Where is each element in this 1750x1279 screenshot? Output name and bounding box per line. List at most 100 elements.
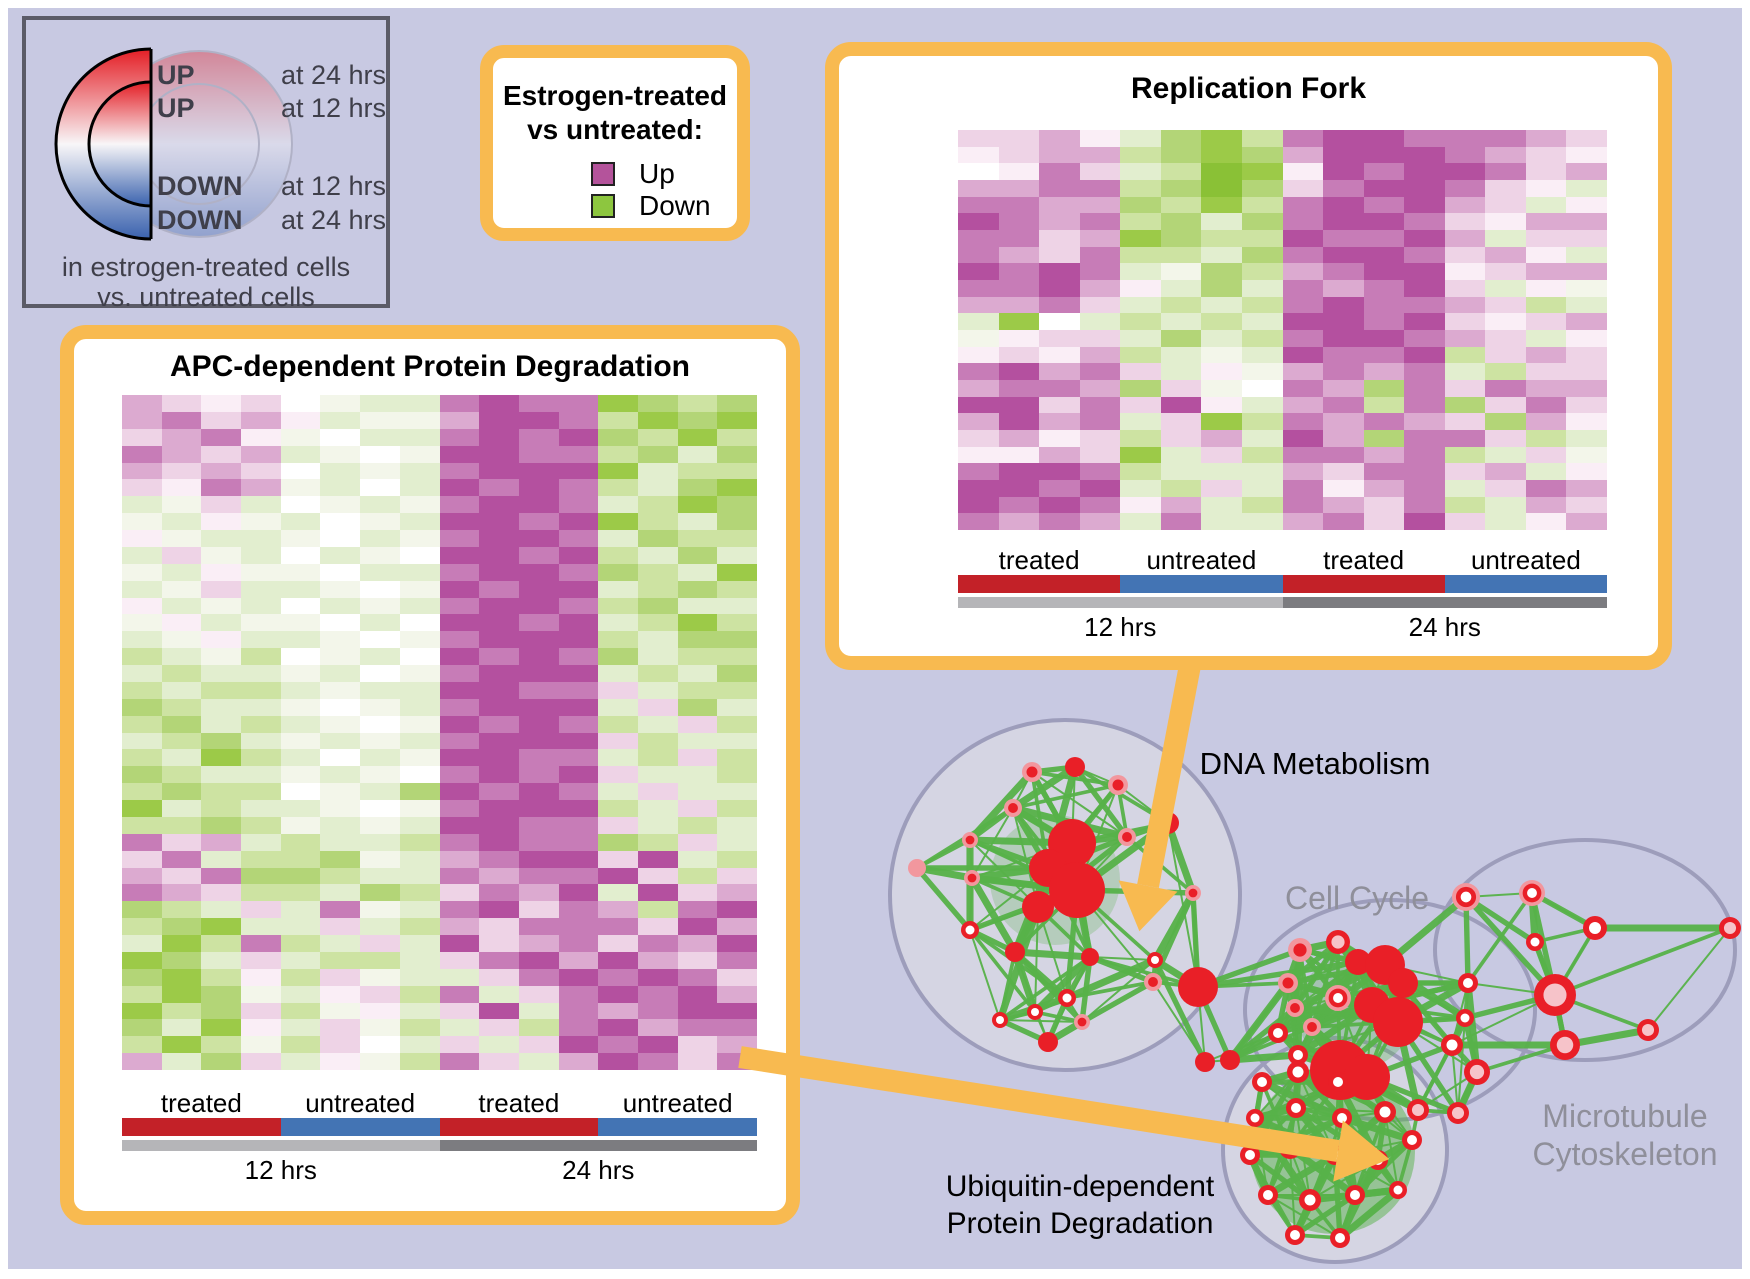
heatmap-cell xyxy=(360,800,400,817)
heatmap-cell xyxy=(677,816,718,834)
heatmap-cell xyxy=(558,884,599,902)
heatmap-cell xyxy=(201,614,242,632)
heatmap-cell xyxy=(637,411,678,429)
heatmap-cell xyxy=(637,783,678,800)
heatmap-cell xyxy=(122,513,162,530)
heatmap-cell xyxy=(439,816,480,834)
heatmap-cell xyxy=(1404,396,1445,414)
heatmap-cell xyxy=(1160,429,1202,447)
ring-legend-footer-2: vs. untreated cells xyxy=(97,282,315,312)
condition-label: treated xyxy=(1323,545,1405,575)
heatmap-cell xyxy=(161,665,202,682)
heatmap-cell xyxy=(479,766,519,784)
heatmap-cell xyxy=(1323,479,1364,497)
heatmap-cell xyxy=(201,681,242,699)
heatmap-cell xyxy=(1079,130,1121,147)
heatmap-cell xyxy=(1566,413,1607,430)
heatmap-cell xyxy=(161,513,202,530)
heatmap-cell xyxy=(479,530,519,547)
heatmap-cell xyxy=(241,749,281,767)
heatmap-cell xyxy=(1120,279,1161,297)
heatmap-cell xyxy=(122,648,162,665)
heatmap-cell xyxy=(598,1036,638,1054)
heatmap-cell xyxy=(1241,463,1283,480)
heatmap-cell xyxy=(598,648,638,665)
heatmap-cell xyxy=(1444,296,1486,314)
heatmap-cell xyxy=(958,363,999,380)
heatmap-cell xyxy=(1120,363,1161,380)
heatmap-cell xyxy=(558,850,599,868)
heatmap-cell xyxy=(161,580,202,598)
heatmap-cell xyxy=(241,479,281,497)
heatmap-cell xyxy=(677,732,718,750)
heatmap-cell xyxy=(399,951,440,969)
heatmap-cell xyxy=(479,698,519,716)
heatmap-cell xyxy=(161,732,202,750)
heatmap-cell xyxy=(399,563,440,581)
heatmap-cell xyxy=(998,496,1040,514)
heatmap-cell xyxy=(598,462,638,480)
heatmap-cell xyxy=(161,698,202,716)
heatmap-cell xyxy=(598,428,638,446)
heatmap-cell xyxy=(677,867,718,885)
heatmap-cell xyxy=(280,935,321,952)
heatmap-cell xyxy=(479,597,519,615)
heatmap-cell xyxy=(399,985,440,1003)
heatmap-cell xyxy=(1566,329,1607,347)
heatmap-cell xyxy=(161,648,202,665)
heatmap-cell xyxy=(1566,463,1607,480)
heatmap-cell xyxy=(1120,396,1161,414)
heatmap-cell xyxy=(360,428,400,446)
heatmap-cell xyxy=(399,496,440,514)
heatmap-cell xyxy=(958,513,999,530)
heatmap-cell xyxy=(958,463,999,480)
condition-color-bar xyxy=(122,1118,757,1136)
heatmap-cell xyxy=(518,867,559,885)
heatmap-cell xyxy=(558,833,599,851)
heatmap-cell xyxy=(558,800,599,817)
heatmap-cell xyxy=(1160,479,1202,497)
heatmap-cell xyxy=(161,800,202,817)
heatmap-cell xyxy=(1323,130,1364,147)
heatmap-cell xyxy=(677,1036,718,1054)
ring-row-word: DOWN xyxy=(157,171,243,201)
heatmap-cell xyxy=(1363,379,1405,397)
heatmap-cell xyxy=(320,530,361,547)
heatmap-cell xyxy=(1323,413,1364,430)
heatmap-cell xyxy=(518,698,559,716)
heatmap-cell xyxy=(399,867,440,885)
heatmap-cell xyxy=(518,935,559,952)
heatmap-cell xyxy=(1241,263,1283,280)
heatmap-cell xyxy=(958,229,999,247)
heatmap-cell xyxy=(320,1019,361,1037)
heatmap-cell xyxy=(1201,313,1242,330)
heatmap-cell xyxy=(122,597,162,615)
heatmap-cell xyxy=(320,800,361,817)
heatmap-cell xyxy=(479,462,519,480)
heatmap-cell xyxy=(958,379,999,397)
heatmap-cell xyxy=(122,766,162,784)
heatmap-cell xyxy=(479,395,519,412)
heatmap-cell xyxy=(1566,396,1607,414)
heatmap-cell xyxy=(439,1036,480,1054)
heatmap-cell xyxy=(360,681,400,699)
heatmap-cell xyxy=(1120,446,1161,464)
heatmap-cell xyxy=(479,513,519,530)
heatmap-cell xyxy=(241,665,281,682)
heatmap-cell xyxy=(1444,379,1486,397)
heatmap-cell xyxy=(439,513,480,530)
heatmap-cell xyxy=(201,411,242,429)
heatmap-cell xyxy=(399,800,440,817)
heatmap-cell xyxy=(558,496,599,514)
heatmap-cell xyxy=(717,665,757,682)
heatmap-cell xyxy=(1039,379,1080,397)
heatmap-cell xyxy=(958,479,999,497)
heatmap-cell xyxy=(998,179,1040,197)
heatmap-cell xyxy=(280,884,321,902)
condition-color-bar xyxy=(958,575,1607,593)
heatmap-cell xyxy=(1120,329,1161,347)
up-color-swatch xyxy=(591,162,615,186)
heatmap-cell xyxy=(518,1053,559,1070)
heatmap-cell xyxy=(1444,496,1486,514)
heatmap-cell xyxy=(1201,279,1242,297)
